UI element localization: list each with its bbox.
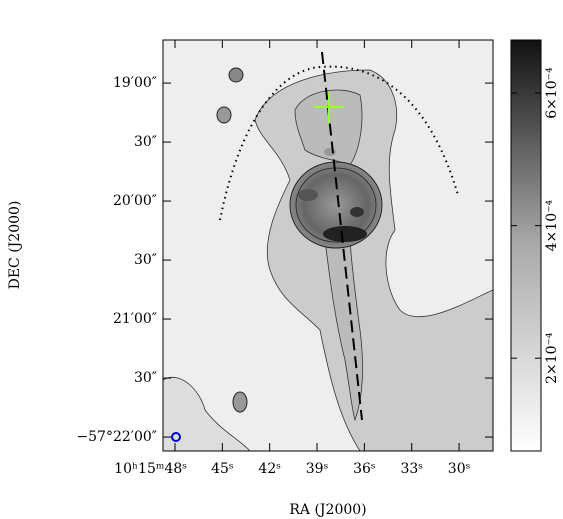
beam: [171, 432, 181, 442]
y-tick-label: 19′00″: [113, 75, 157, 91]
x-tick-label: 39ˢ: [306, 461, 329, 477]
y-tick-label: 21′00″: [113, 311, 157, 327]
colorbar-tick-label: 2×10⁻⁴: [544, 332, 560, 384]
marker-cross: [314, 93, 344, 123]
colorbar-tick-label: 6×10⁻⁴: [544, 67, 560, 119]
x-tick-label: 33ˢ: [400, 461, 423, 477]
y-tick-label: 20′00″: [113, 193, 157, 209]
x-axis-label: RA (J2000): [289, 502, 366, 518]
x-tick-label: 10ʰ15ᵐ48ˢ: [114, 461, 187, 477]
x-tick-label: 36ˢ: [353, 461, 376, 477]
frame: [162, 39, 494, 452]
y-tick-label: 30″: [134, 252, 157, 268]
x-tick-label: 30ˢ: [448, 461, 471, 477]
y-tick-label: 30″: [134, 370, 157, 386]
x-tick-label: 42ˢ: [258, 461, 281, 477]
y-tick-label: 30″: [134, 134, 157, 150]
dotted-arc: [219, 65, 459, 221]
colorbar-tick-label: 4×10⁻⁴: [544, 200, 560, 252]
colorbar: [510, 39, 542, 452]
x-tick-label: 45ˢ: [211, 461, 234, 477]
y-axis-label: DEC (J2000): [7, 201, 23, 290]
y-tick-label: −57°22′00″: [76, 429, 157, 445]
